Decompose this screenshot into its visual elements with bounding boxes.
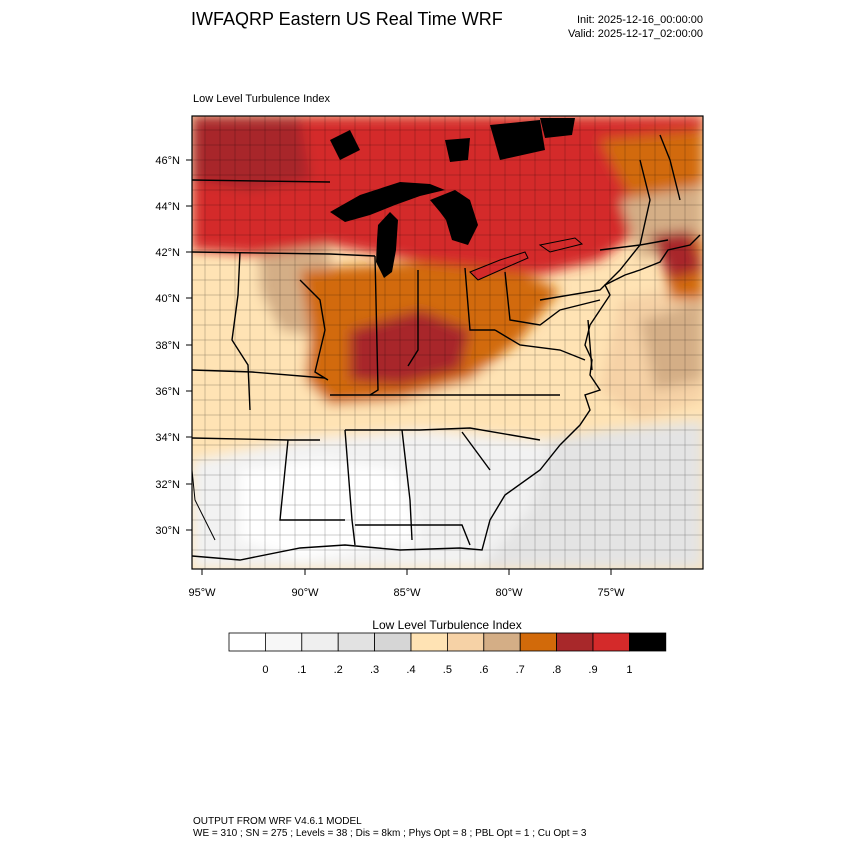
time-info: Init: 2025-12-16_00:00:00 Valid: 2025-12… xyxy=(568,13,703,41)
legend-swatch xyxy=(410,632,448,652)
turbulence-field xyxy=(192,116,703,569)
legend-labels: 0 .1 .2 .3 .4 .5 .6 .7 .8 .9 1 xyxy=(262,664,632,676)
lon-label: 85°W xyxy=(393,587,421,599)
lon-label: 75°W xyxy=(597,587,625,599)
lat-label: 40°N xyxy=(155,293,180,305)
footer-line-1: OUTPUT FROM WRF V4.6.1 MODEL xyxy=(193,816,362,827)
lon-label: 80°W xyxy=(495,587,523,599)
lat-label: 42°N xyxy=(155,247,180,259)
lake-huron xyxy=(430,190,478,245)
lat-label: 30°N xyxy=(155,525,180,537)
legend-label: 0 xyxy=(262,664,268,676)
footer-line-2: WE = 310 ; SN = 275 ; Levels = 38 ; Dis … xyxy=(193,828,587,839)
legend-label: .5 xyxy=(443,664,452,676)
legend-label: 1 xyxy=(626,664,632,676)
lon-label: 95°W xyxy=(188,587,216,599)
legend-title: Low Level Turbulence Index xyxy=(372,618,521,632)
legend-label: .7 xyxy=(516,664,525,676)
legend-swatch xyxy=(337,632,376,652)
legend-label: .6 xyxy=(479,664,488,676)
legend-swatch xyxy=(301,632,339,652)
legend-swatch xyxy=(374,632,412,652)
lake-ontario xyxy=(538,237,584,253)
lat-label: 38°N xyxy=(155,340,180,352)
legend-swatch xyxy=(483,632,521,652)
legend-label: .2 xyxy=(334,664,343,676)
lat-label: 44°N xyxy=(155,201,180,213)
lon-label: 90°W xyxy=(291,587,319,599)
legend-label: .3 xyxy=(370,664,379,676)
legend-label: .4 xyxy=(406,664,415,676)
legend-colorbar xyxy=(228,632,667,652)
lake-superior xyxy=(330,182,445,222)
legend-swatch xyxy=(556,632,594,652)
legend-swatch xyxy=(446,632,485,652)
coastline xyxy=(192,234,701,561)
model-footer: OUTPUT FROM WRF V4.6.1 MODEL WE = 310 ; … xyxy=(193,816,586,840)
lat-label: 32°N xyxy=(155,479,180,491)
lat-label: 46°N xyxy=(155,155,180,167)
map-subtitle: Low Level Turbulence Index xyxy=(193,93,330,105)
legend-swatch xyxy=(629,632,667,652)
init-time: Init: 2025-12-16_00:00:00 xyxy=(577,14,703,26)
lake-michigan xyxy=(376,212,398,278)
valid-time: Valid: 2025-12-17_02:00:00 xyxy=(568,28,703,40)
map-frame xyxy=(191,115,704,570)
legend-swatch xyxy=(264,632,303,652)
legend-label: .1 xyxy=(297,664,306,676)
legend-label: .8 xyxy=(552,664,561,676)
lat-label: 34°N xyxy=(155,432,180,444)
lat-label: 36°N xyxy=(155,386,180,398)
legend-swatch xyxy=(228,632,266,652)
legend-swatch xyxy=(592,632,630,652)
legend-swatch xyxy=(519,632,558,652)
page-title: IWFAQRP Eastern US Real Time WRF xyxy=(191,9,503,29)
legend-label: .9 xyxy=(588,664,597,676)
